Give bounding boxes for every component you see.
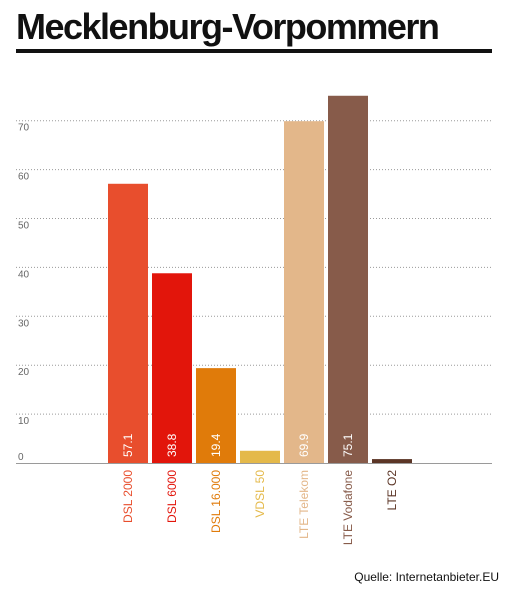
y-tick-label: 50: [18, 221, 30, 232]
source-note: Quelle: Internetanbieter.EU: [354, 570, 499, 584]
y-tick-label: 0: [18, 452, 24, 463]
category-label: LTE Vodafone: [341, 470, 355, 545]
title-rule: [16, 49, 492, 53]
chart-title: Mecklenburg-Vorpommern: [16, 6, 440, 47]
data-label: 69.9: [297, 433, 311, 457]
category-label: DSL 16.000: [209, 470, 223, 533]
category-label: DSL 6000: [165, 470, 179, 523]
y-tick-label: 10: [18, 416, 30, 427]
bar: [240, 450, 280, 463]
bar: [196, 368, 236, 463]
data-label: 38.8: [165, 433, 179, 457]
bar: [328, 95, 368, 464]
data-label: 19.4: [209, 433, 223, 457]
bar: [108, 183, 148, 463]
grid-lines: [16, 120, 492, 415]
bars: [108, 95, 412, 464]
category-label: VDSL 50: [253, 470, 267, 518]
data-label: 57.1: [121, 433, 135, 457]
y-tick-label: 40: [18, 269, 30, 280]
bar: [152, 273, 192, 463]
category-labels: DSL 2000 DSL 6000 DSL 16.000 VDSL 50 LTE Tel…: [121, 470, 399, 545]
y-tick-label: 60: [18, 172, 30, 183]
data-label: 75.1: [341, 433, 355, 457]
bar: [284, 121, 324, 464]
y-tick-label: 30: [18, 318, 30, 329]
category-label: LTE O2: [385, 470, 399, 511]
category-label: LTE Telekom: [297, 470, 311, 539]
category-label: DSL 2000: [121, 470, 135, 523]
y-tick-label: 20: [18, 367, 30, 378]
y-tick-label: 70: [18, 123, 30, 134]
y-tick-labels: 0 10 20 30 40 50 60 70: [18, 123, 30, 463]
value-labels: 57.1 38.8 19.4 69.9 75.1: [121, 433, 355, 457]
bar: [372, 459, 412, 463]
